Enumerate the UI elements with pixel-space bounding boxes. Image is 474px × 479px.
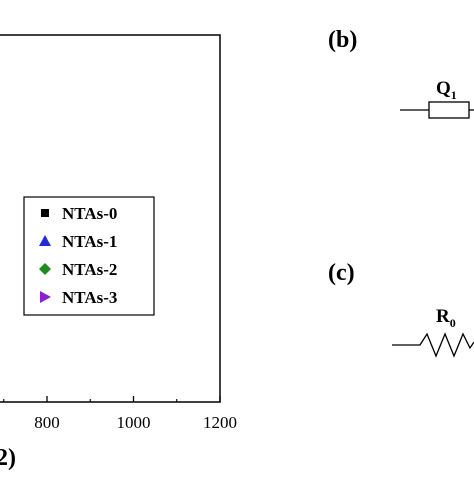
- x-axis: 800 1000 1200: [3, 396, 237, 432]
- legend-marker-ntas-0: [41, 209, 49, 217]
- legend-label-ntas-3: NTAs-3: [62, 288, 117, 307]
- plot-frame: [0, 34, 221, 403]
- r0-label: R0: [436, 306, 456, 330]
- panel-b-label: (b): [328, 27, 357, 53]
- r0-label-main: R: [436, 306, 450, 327]
- legend: NTAs-0 NTAs-1 NTAs-2 NTAs-3: [39, 204, 117, 307]
- legend-label-ntas-1: NTAs-1: [62, 232, 117, 251]
- x-tick-label: 1000: [117, 413, 151, 432]
- legend-marker-ntas-2: [39, 263, 51, 275]
- cpe-element-q1: [428, 101, 470, 119]
- legend-label-ntas-0: NTAs-0: [62, 204, 117, 223]
- legend-marker-ntas-1: [39, 235, 51, 246]
- panel-c-label: (c): [328, 260, 355, 286]
- r0-label-sub: 0: [450, 316, 456, 330]
- resistor-r0: [392, 332, 474, 358]
- circuit-c: R0: [392, 306, 474, 358]
- q1-label-sub: 1: [451, 88, 457, 102]
- circuit-b: Q1: [400, 78, 474, 119]
- q1-label: Q1: [436, 78, 457, 102]
- legend-marker-ntas-3: [40, 291, 51, 303]
- q1-label-main: Q: [436, 78, 451, 99]
- legend-label-ntas-2: NTAs-2: [62, 260, 117, 279]
- x-tick-label: 800: [34, 413, 60, 432]
- x-axis-label: 2): [0, 445, 16, 471]
- x-tick-label: 1200: [203, 413, 237, 432]
